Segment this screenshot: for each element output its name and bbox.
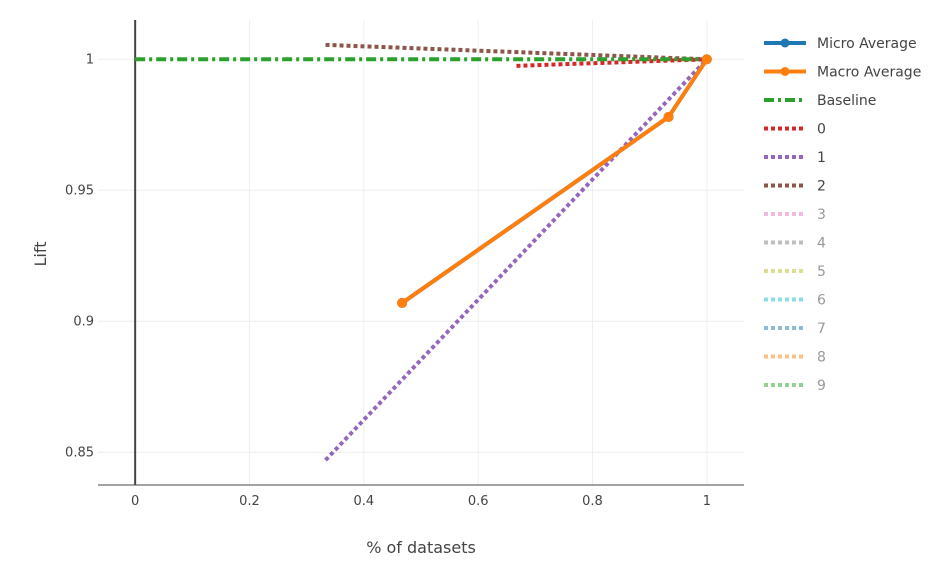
tick-labels: 0 0.2 0.4 0.6 0.8 1 0.85 0.9 0.95 1 — [65, 52, 711, 509]
legend-label: 0 — [817, 122, 826, 138]
legend-label: 3 — [817, 207, 826, 223]
axes — [98, 20, 744, 486]
legend-item-micro-average[interactable]: Micro Average — [764, 36, 917, 52]
legend-item-baseline[interactable]: Baseline — [764, 93, 876, 109]
legend-label: Baseline — [817, 93, 876, 109]
x-axis-title: % of datasets — [366, 538, 476, 557]
legend-item-7[interactable]: 7 — [764, 321, 826, 337]
legend-label: 7 — [817, 321, 826, 337]
legend-label: 6 — [817, 293, 826, 309]
legend-item-2[interactable]: 2 — [764, 179, 826, 195]
y-tick-label: 1 — [86, 52, 94, 67]
legend-label: 8 — [817, 350, 826, 366]
legend-label: Micro Average — [817, 36, 917, 52]
x-tick-label: 1 — [703, 494, 711, 509]
data-point-macro-average — [397, 297, 408, 308]
legend-marker — [780, 67, 790, 76]
legend-label: Macro Average — [817, 65, 921, 81]
x-tick-label: 0.6 — [468, 494, 489, 509]
legend-item-8[interactable]: 8 — [764, 350, 826, 366]
legend-label: 5 — [817, 264, 826, 280]
y-axis-title: Lift — [31, 242, 50, 267]
series-line-1 — [324, 57, 709, 462]
legend-item-6[interactable]: 6 — [764, 293, 826, 309]
grid-lines — [98, 20, 744, 485]
legend-item-5[interactable]: 5 — [764, 264, 826, 280]
legend-label: 9 — [817, 378, 826, 394]
legend-item-4[interactable]: 4 — [764, 236, 826, 252]
legend-item-1[interactable]: 1 — [764, 150, 826, 166]
y-tick-label: 0.9 — [73, 314, 94, 329]
series-line-micro-average — [400, 58, 709, 305]
x-tick-label: 0.8 — [582, 494, 603, 509]
legend-item-9[interactable]: 9 — [764, 378, 826, 394]
legend-label: 2 — [817, 179, 826, 195]
series-line-macro-average — [400, 58, 709, 305]
x-tick-label: 0.4 — [353, 494, 374, 509]
plot-area — [135, 42, 712, 462]
legend-label: 4 — [817, 236, 826, 252]
legend: Micro Average Macro Average Baseline 0 1 2 3 4 5… — [764, 36, 921, 394]
y-tick-label: 0.95 — [65, 183, 94, 198]
data-point-macro-average — [663, 111, 674, 122]
legend-item-3[interactable]: 3 — [764, 207, 826, 223]
series-line-0 — [516, 57, 707, 68]
legend-label: 1 — [817, 150, 826, 166]
legend-marker — [780, 38, 790, 48]
y-tick-label: 0.85 — [65, 445, 94, 460]
x-tick-label: 0 — [131, 494, 139, 509]
x-tick-label: 0.2 — [239, 494, 260, 509]
legend-item-0[interactable]: 0 — [764, 122, 826, 138]
series-line-2 — [325, 42, 707, 62]
data-point-macro-average — [701, 54, 712, 65]
legend-item-macro-average[interactable]: Macro Average — [764, 65, 921, 81]
